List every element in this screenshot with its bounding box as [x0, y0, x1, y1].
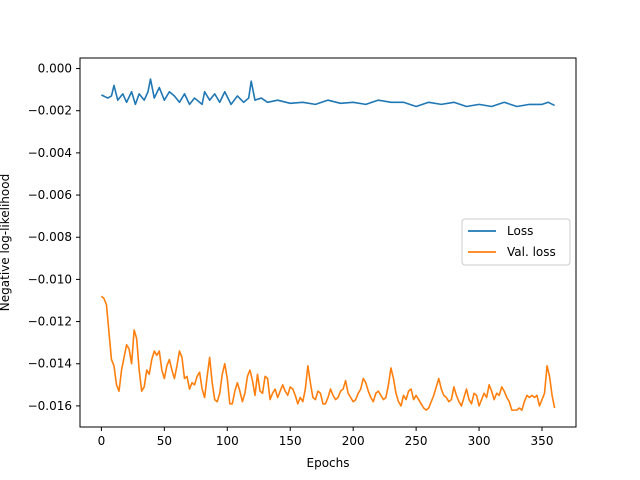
axes-frame [79, 57, 577, 428]
y-tick-label: −0.002 [28, 104, 72, 118]
y-tick-label: −0.014 [28, 357, 72, 371]
series-line-val-loss [100, 295, 556, 411]
legend: Loss Val. loss [461, 218, 571, 266]
legend-label-loss: Loss [507, 224, 533, 238]
x-axis: 0 50 100 150 200 250 300 350 [98, 427, 554, 448]
y-axis-label: Negative log-likelihood [0, 174, 12, 311]
y-tick-label: −0.006 [28, 188, 72, 202]
y-tick-label: 0.000 [38, 62, 72, 76]
series-line-loss [101, 78, 555, 108]
legend-label-val-loss: Val. loss [507, 245, 556, 259]
x-tick-label: 200 [342, 434, 365, 448]
x-tick-label: 300 [468, 434, 491, 448]
y-tick-label: −0.004 [28, 146, 72, 160]
y-tick-label: −0.008 [28, 230, 72, 244]
series-layer [100, 78, 556, 411]
x-tick-label: 250 [405, 434, 428, 448]
x-tick-label: 350 [531, 434, 554, 448]
x-tick-label: 150 [279, 434, 302, 448]
x-tick-label: 50 [157, 434, 172, 448]
y-tick-label: −0.010 [28, 272, 72, 286]
x-tick-label: 100 [216, 434, 239, 448]
y-tick-label: −0.016 [28, 399, 72, 413]
x-tick-label: 0 [98, 434, 106, 448]
y-tick-label: −0.012 [28, 315, 72, 329]
x-axis-label: Epochs [307, 456, 350, 470]
y-axis: 0.000 −0.002 −0.004 −0.006 −0.008 −0.010 −0.01… [28, 62, 80, 413]
